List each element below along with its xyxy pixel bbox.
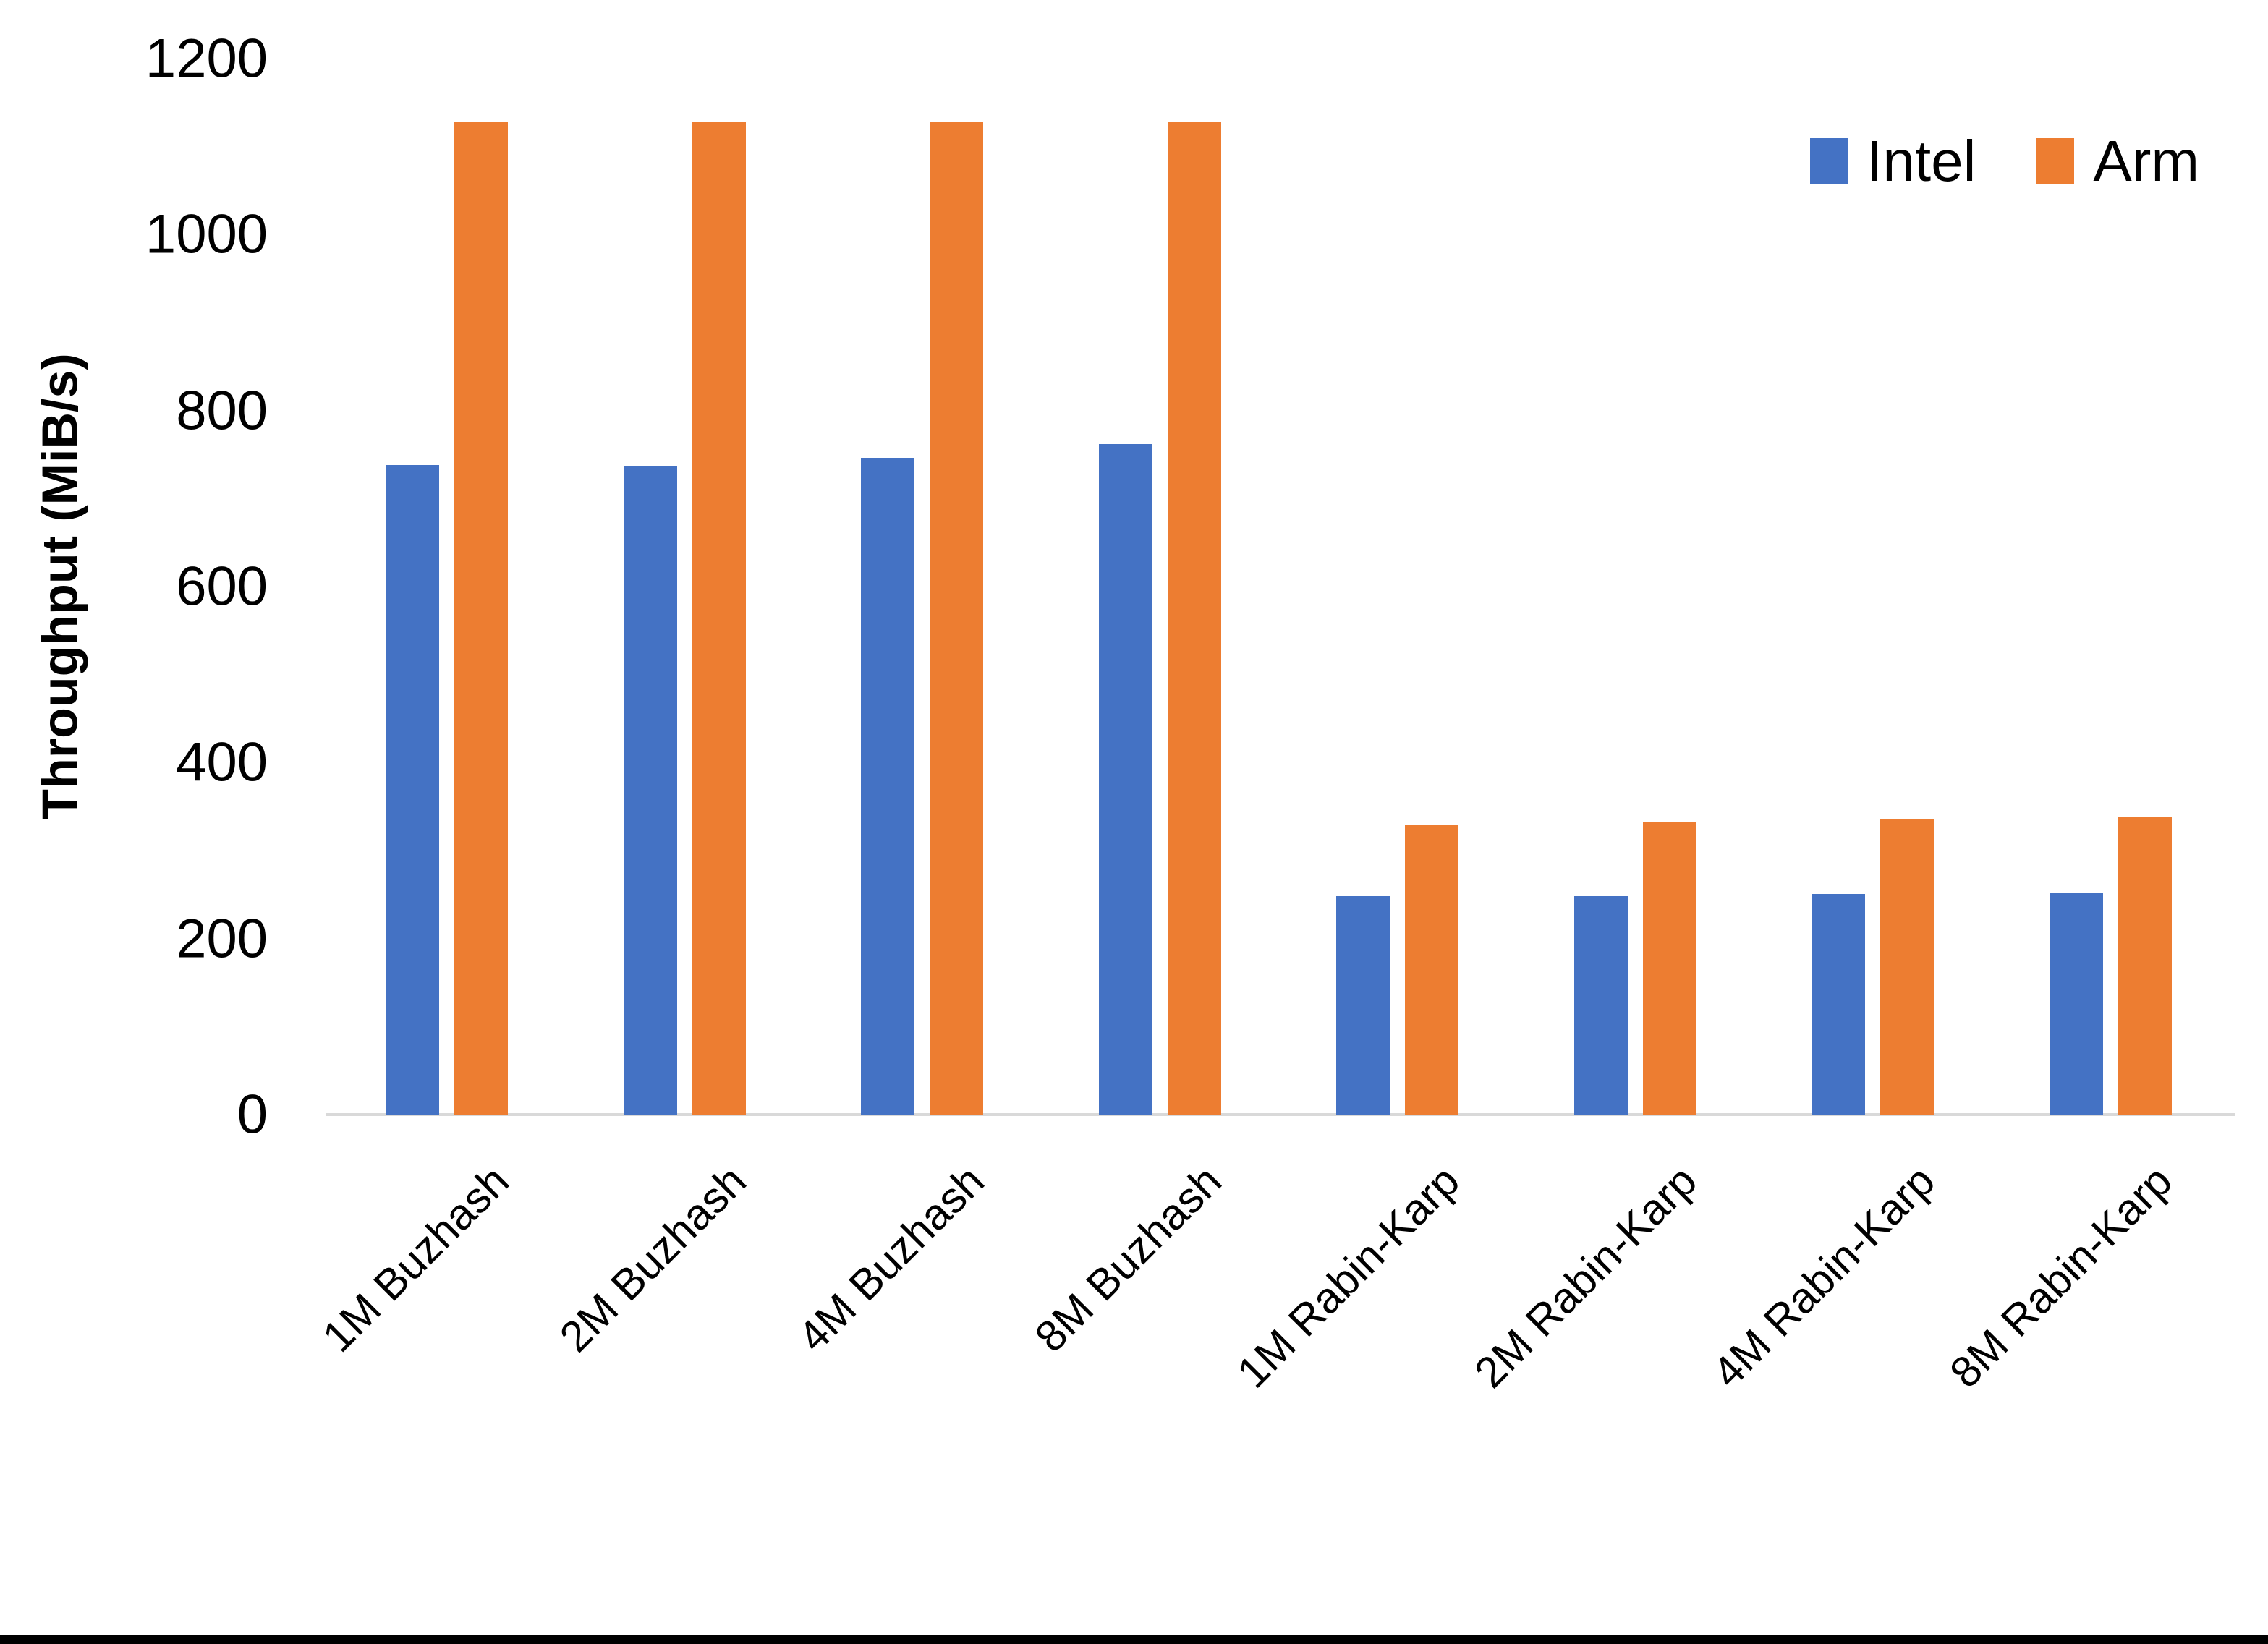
bar-arm-8m-rabin-karp [2118,817,2172,1115]
x-axis-line [326,1113,2235,1116]
legend-item-intel: Intel [1810,132,1976,190]
bar-arm-8m-buzhash [1167,122,1221,1115]
y-tick-label: 1200 [145,27,268,90]
y-tick-label: 800 [176,380,268,442]
y-axis-title-text: Throughput (MiB/s) [32,353,89,820]
bar-arm-4m-buzhash [930,122,983,1115]
bar-arm-1m-rabin-karp [1405,824,1458,1115]
x-category-label: 4M Buzhash [788,1156,993,1361]
legend: Intel Arm [1810,132,2199,190]
legend-swatch-intel [1810,138,1848,184]
x-category-label: 4M Rabin-Karp [1702,1156,1944,1397]
x-category-label: 1M Rabin-Karp [1227,1156,1469,1397]
bar-arm-1m-buzhash [454,122,508,1115]
bar-intel-8m-rabin-karp [2049,893,2103,1115]
bar-intel-2m-buzhash [623,466,677,1115]
y-tick-label: 600 [176,555,268,618]
bottom-border [0,1635,2268,1644]
bar-intel-4m-buzhash [861,458,914,1115]
legend-label: Arm [2093,129,2199,193]
y-tick-label: 200 [176,908,268,970]
legend-item-arm: Arm [2036,132,2199,190]
x-category-label: 2M Rabin-Karp [1465,1156,1707,1397]
x-category-label: 8M Rabin-Karp [1940,1156,2182,1397]
x-category-label: 1M Buzhash [313,1156,518,1361]
x-category-label: 8M Buzhash [1025,1156,1231,1361]
y-tick-label: 1000 [145,203,268,265]
legend-label: Intel [1866,129,1976,193]
y-axis-title: Throughput (MiB/s) [13,59,107,1115]
bar-intel-1m-rabin-karp [1336,896,1390,1115]
bar-arm-2m-buzhash [692,122,746,1115]
y-tick-label: 0 [237,1083,268,1146]
bar-arm-2m-rabin-karp [1642,822,1696,1115]
bar-intel-8m-buzhash [1098,443,1152,1115]
x-category-label: 2M Buzhash [550,1156,756,1361]
y-tick-label: 400 [176,731,268,793]
bar-intel-4m-rabin-karp [1812,893,1865,1115]
bar-intel-1m-buzhash [386,465,439,1115]
bar-intel-2m-rabin-karp [1573,896,1628,1115]
bar-arm-4m-rabin-karp [1880,819,1934,1115]
legend-swatch-arm [2036,138,2075,184]
